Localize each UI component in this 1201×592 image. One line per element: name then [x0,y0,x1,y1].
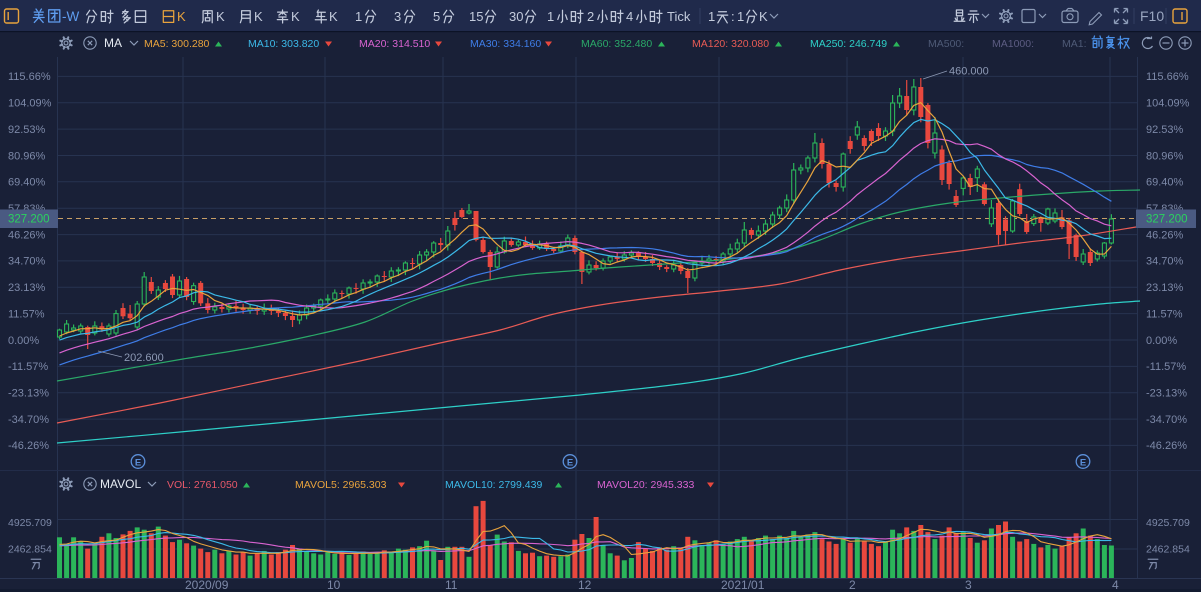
svg-text:-11.57%: -11.57% [1146,361,1186,373]
svg-text:0.00%: 0.00% [1146,335,1177,347]
svg-text:104.09%: 104.09% [1146,98,1190,110]
svg-text:92.53%: 92.53% [1146,124,1184,136]
svg-text:-23.13%: -23.13% [1146,388,1187,400]
svg-text:80.96%: 80.96% [1146,150,1184,162]
svg-text:F10: F10 [1140,8,1164,24]
svg-text:0.00%: 0.00% [8,335,39,347]
svg-text:-23.13%: -23.13% [8,388,49,400]
svg-text:10: 10 [327,578,341,592]
svg-text:MA120: 320.080: MA120: 320.080 [692,38,769,50]
svg-text:34.70%: 34.70% [1146,256,1184,268]
svg-text:-34.70%: -34.70% [1146,414,1187,426]
svg-text:3: 3 [394,9,401,24]
svg-text:12: 12 [578,578,592,592]
svg-text:5: 5 [433,9,440,24]
svg-text:MA5: 300.280: MA5: 300.280 [144,38,210,50]
svg-text:46.26%: 46.26% [8,229,46,241]
svg-text:202.600: 202.600 [124,352,164,364]
svg-text:K: K [291,9,300,24]
svg-text:MA1000:: MA1000: [992,38,1034,50]
svg-text:MA20: 314.510: MA20: 314.510 [359,38,430,50]
svg-text:-11.57%: -11.57% [8,361,48,373]
svg-text:2021/01: 2021/01 [721,578,765,592]
svg-text:K: K [216,9,225,24]
svg-text:E: E [567,458,573,469]
svg-text:11: 11 [445,578,458,592]
svg-text:E: E [135,458,141,469]
svg-text:4925.709: 4925.709 [1146,517,1190,529]
svg-text:115.66%: 115.66% [1146,71,1189,83]
svg-text:-46.26%: -46.26% [1146,440,1187,452]
svg-text:92.53%: 92.53% [8,124,46,136]
svg-text:MA1:: MA1: [1062,38,1087,50]
svg-text:15: 15 [469,9,483,24]
svg-text:MAVOL20: 2945.333: MAVOL20: 2945.333 [597,479,694,491]
svg-text:E: E [1080,458,1086,469]
svg-text:2: 2 [587,9,594,24]
svg-text:327.200: 327.200 [8,214,50,226]
svg-text:K: K [254,9,263,24]
svg-text:1: 1 [355,9,362,24]
svg-text:-W: -W [62,9,79,24]
svg-text:-46.26%: -46.26% [8,440,49,452]
svg-text:1: 1 [547,9,554,24]
svg-text:80.96%: 80.96% [8,150,46,162]
svg-text:104.09%: 104.09% [8,98,52,110]
svg-text:11.57%: 11.57% [8,308,45,320]
svg-text:2020/09: 2020/09 [185,578,229,592]
svg-text:69.40%: 69.40% [1146,177,1184,189]
svg-text:K: K [759,9,768,24]
svg-text:4: 4 [1112,578,1119,592]
svg-text:460.000: 460.000 [949,66,989,78]
svg-text:30: 30 [509,9,523,24]
svg-text:34.70%: 34.70% [8,256,46,268]
svg-text::: : [731,9,735,24]
svg-text:1: 1 [708,9,715,24]
svg-text:Tick: Tick [667,9,691,24]
svg-text:MA60: 352.480: MA60: 352.480 [581,38,652,50]
svg-text:K: K [329,9,338,24]
svg-text:2: 2 [849,578,856,592]
svg-text:MA250: 246.749: MA250: 246.749 [810,38,887,50]
svg-text:4: 4 [626,9,633,24]
svg-text:46.26%: 46.26% [1146,229,1184,241]
svg-text:MAVOL10: 2799.439: MAVOL10: 2799.439 [445,479,542,491]
svg-text:327.200: 327.200 [1146,214,1188,226]
svg-text:2462.854: 2462.854 [1146,544,1190,556]
svg-text:MA10: 303.820: MA10: 303.820 [248,38,319,50]
svg-text:MAVOL5: 2965.303: MAVOL5: 2965.303 [295,479,387,491]
svg-text:4925.709: 4925.709 [8,517,52,529]
svg-text:69.40%: 69.40% [8,177,46,189]
svg-text:MA: MA [104,36,122,50]
svg-text:1: 1 [737,9,744,24]
svg-text:2462.854: 2462.854 [8,544,52,556]
svg-text:VOL: 2761.050: VOL: 2761.050 [167,479,238,491]
svg-text:115.66%: 115.66% [8,71,51,83]
svg-text:23.13%: 23.13% [8,282,46,294]
svg-text:K: K [177,9,186,24]
svg-text:MA500:: MA500: [928,38,964,50]
svg-text:3: 3 [965,578,972,592]
svg-text:11.57%: 11.57% [1146,308,1183,320]
svg-text:-34.70%: -34.70% [8,414,49,426]
svg-text:MAVOL: MAVOL [100,477,141,491]
svg-text:23.13%: 23.13% [1146,282,1184,294]
svg-text:MA30: 334.160: MA30: 334.160 [470,38,541,50]
